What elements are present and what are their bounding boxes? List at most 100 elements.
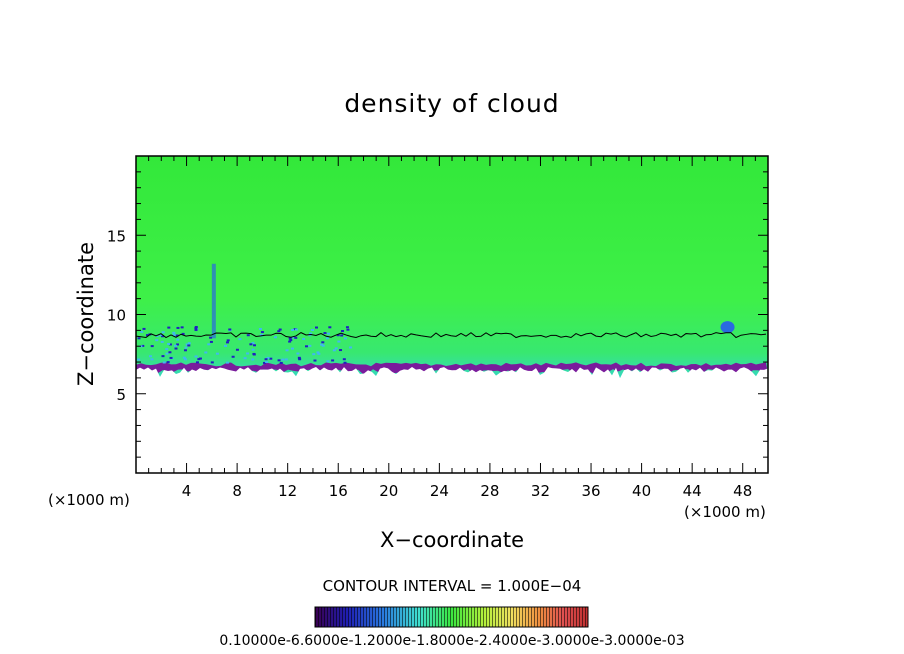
x-tick-label: 44	[683, 482, 702, 500]
speckle	[175, 343, 179, 346]
speckle	[289, 339, 293, 342]
speckle	[207, 343, 211, 346]
speckle	[251, 348, 255, 351]
x-tick-label: 36	[581, 482, 600, 500]
speckle	[142, 327, 146, 330]
y-tick-label: 10	[107, 307, 126, 325]
speckle	[168, 343, 172, 346]
speckle	[312, 353, 316, 356]
speckle	[160, 340, 164, 343]
speckle	[141, 344, 145, 347]
x-axis-title: X−coordinate	[380, 528, 524, 552]
speckle	[334, 347, 338, 350]
speckle	[345, 326, 349, 329]
speckle	[184, 346, 188, 349]
speckle	[341, 330, 345, 333]
blob	[720, 321, 735, 334]
speckle	[327, 332, 331, 335]
speckle	[278, 328, 282, 331]
x-tick-label: 48	[733, 482, 752, 500]
speckle	[187, 342, 191, 345]
speckle	[204, 351, 208, 354]
speckle	[194, 327, 198, 330]
speckle	[308, 344, 312, 347]
speckle	[281, 358, 285, 361]
speckle	[165, 348, 169, 351]
speckle	[226, 339, 230, 342]
speckle	[260, 331, 264, 334]
speckle	[238, 338, 242, 341]
speckle	[180, 326, 184, 329]
speckle	[161, 331, 165, 334]
speckle	[175, 334, 179, 337]
speckle	[210, 361, 214, 364]
x-axis-ticks: 4 8 12 16 20 24 28 32 36 40 44 48	[148, 156, 756, 500]
speckle	[342, 358, 346, 361]
y-tick-label: 15	[107, 227, 126, 245]
speckle	[155, 339, 159, 342]
y-axis-ticks: 5 10 15	[107, 171, 768, 458]
speckle	[251, 358, 255, 361]
speckle	[331, 359, 335, 362]
y-axis-unit: (×1000 m)	[48, 491, 130, 509]
speckle	[165, 352, 169, 355]
speckle	[209, 340, 213, 343]
x-tick-label: 12	[278, 482, 297, 500]
speckle	[173, 344, 177, 347]
cloud-base-band	[136, 362, 768, 375]
speckle	[209, 336, 213, 339]
speckle	[277, 359, 281, 362]
y-tick-label: 5	[116, 386, 126, 404]
speckle	[262, 361, 266, 364]
speckle	[235, 348, 239, 351]
speckle	[224, 344, 228, 347]
x-tick-label: 16	[329, 482, 348, 500]
x-tick-label: 4	[182, 482, 192, 500]
speckle	[198, 357, 202, 360]
speckle	[337, 340, 341, 343]
speckle	[279, 361, 283, 364]
speckle	[252, 344, 256, 347]
speckle	[215, 352, 219, 355]
contour-line	[135, 332, 767, 339]
speckle	[168, 351, 172, 354]
speckle	[298, 358, 302, 361]
speckle	[150, 358, 154, 361]
speckle	[346, 328, 350, 331]
speckle	[194, 355, 198, 358]
speckle	[314, 326, 318, 329]
speckle	[137, 358, 141, 361]
speckle	[317, 352, 321, 355]
speckle	[161, 335, 165, 338]
speckle	[343, 337, 347, 340]
speckle	[302, 337, 306, 340]
y-axis-title: Z−coordinate	[74, 242, 98, 386]
speckle	[296, 352, 300, 355]
speckle	[243, 357, 247, 360]
speckle	[308, 334, 312, 337]
speckle	[137, 337, 141, 340]
speckle	[294, 336, 298, 339]
speckle	[309, 332, 313, 335]
speckle	[326, 360, 330, 363]
speckle	[313, 359, 317, 362]
speckle	[161, 355, 165, 358]
speckle	[145, 334, 149, 337]
speckle	[297, 356, 301, 359]
speckle	[320, 343, 324, 346]
speckle	[290, 347, 294, 350]
speckle	[225, 341, 229, 344]
speckle	[252, 352, 256, 355]
x-tick-label: 28	[480, 482, 499, 500]
speckle	[167, 326, 171, 329]
speckle	[339, 349, 343, 352]
speckle	[258, 327, 262, 330]
x-tick-label: 40	[632, 482, 651, 500]
x-tick-label: 32	[531, 482, 550, 500]
speckle	[291, 336, 295, 339]
speckle	[246, 334, 250, 337]
speckle	[162, 361, 166, 364]
speckle	[288, 337, 292, 340]
